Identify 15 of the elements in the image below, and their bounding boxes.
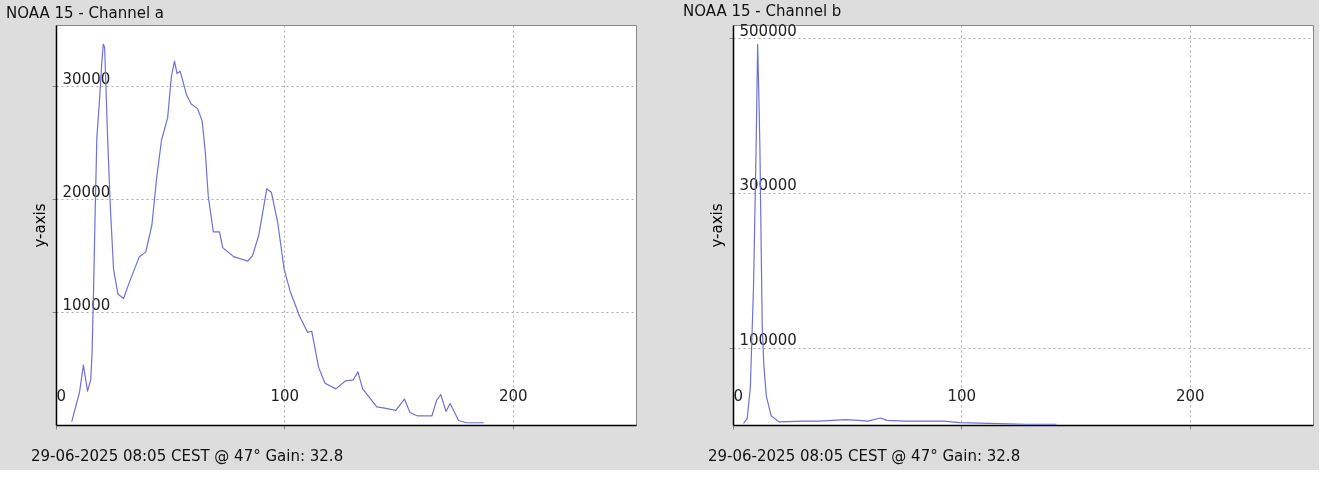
x-tick-label: 200 [498, 386, 528, 405]
y-axis-title: y-axis [708, 203, 726, 248]
y-tick-label: 10000 [62, 295, 111, 314]
y-tick-label: 500000 [739, 21, 797, 40]
x-tick-label: 200 [1175, 386, 1205, 405]
chart-title: NOAA 15 - Channel a [6, 4, 165, 22]
y-axis-title: y-axis [31, 203, 49, 248]
text: 29-06-2025 08:05 CEST @ 47° Gain: 32.8 [708, 447, 1021, 465]
text: 29-06-2025 08:05 CEST @ 47° Gain: 32.8 [31, 447, 344, 465]
y-tick-label: 100000 [739, 331, 797, 350]
x-tick-label: 100 [270, 386, 300, 405]
x-tick-label: 100 [947, 386, 977, 405]
x-tick-label: 0 [56, 386, 67, 405]
x-tick-label: 0 [733, 386, 744, 405]
chart-title: NOAA 15 - Channel b [683, 2, 842, 21]
